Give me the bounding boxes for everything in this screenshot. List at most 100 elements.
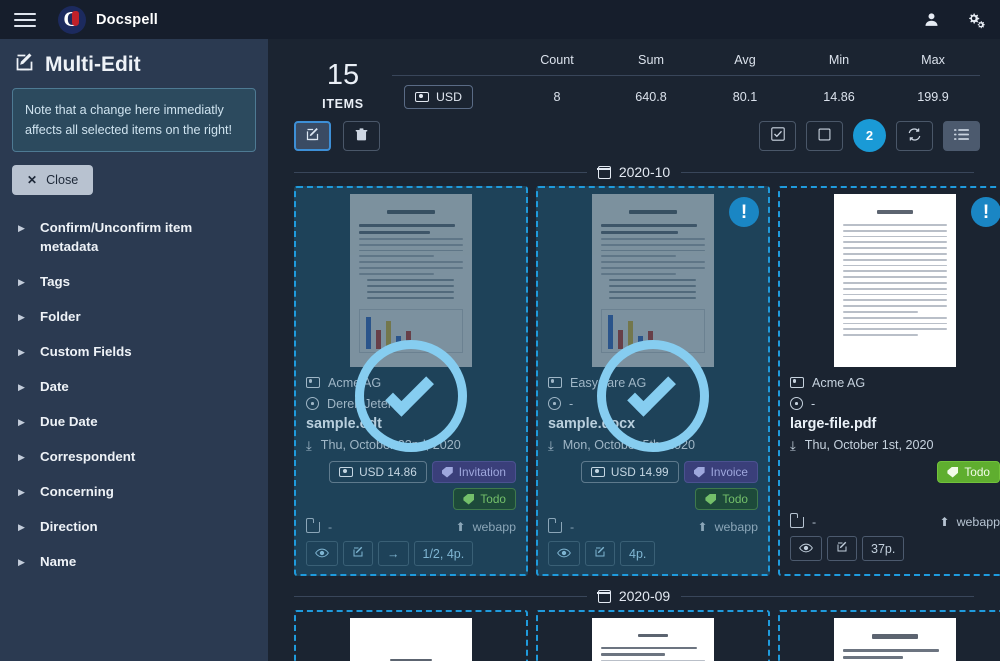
item-card[interactable]: ! EasyCare AG (536, 186, 770, 576)
item-card[interactable] (536, 610, 770, 661)
tag-todo[interactable]: Todo (695, 488, 758, 510)
folder-source-row: - ⬆ webapp (547, 517, 758, 534)
concerning-icon (306, 397, 319, 410)
calendar-icon (597, 165, 612, 179)
top-bar: C Docspell (0, 0, 1000, 39)
eye-icon (557, 547, 571, 561)
preview-button[interactable] (306, 541, 338, 566)
sidebar-item-date[interactable]: ▶ Date (0, 370, 268, 405)
sidebar-item-name[interactable]: ▶ Name (0, 545, 268, 580)
sidebar-item-label: Correspondent (40, 449, 136, 465)
folder-icon (305, 517, 320, 533)
unconfirmed-icon[interactable]: ! (971, 197, 1000, 227)
list-view-button[interactable] (943, 120, 980, 151)
edit-icon (305, 127, 320, 145)
edit-item-button[interactable] (585, 541, 615, 566)
stats-value-max: 199.9 (917, 90, 949, 104)
sidebar-item-confirm-metadata[interactable]: ▶ Confirm/Unconfirm item metadata (0, 211, 268, 265)
item-card[interactable] (778, 610, 1000, 661)
chevron-right-icon: ▶ (18, 557, 25, 568)
sidebar-item-direction[interactable]: ▶ Direction (0, 510, 268, 545)
chevron-right-icon: ▶ (18, 382, 25, 393)
sidebar-item-label: Custom Fields (40, 344, 132, 360)
gears-icon[interactable] (966, 11, 986, 29)
sidebar-item-correspondent[interactable]: ▶ Correspondent (0, 440, 268, 475)
sidebar-item-label: Due Date (40, 414, 98, 430)
item-card[interactable] (294, 610, 528, 661)
item-thumbnail[interactable] (538, 612, 768, 661)
next-attachment-button[interactable]: → (378, 541, 409, 566)
stats-header-sum: Sum (638, 53, 664, 67)
stats-value-min: 14.86 (823, 90, 855, 104)
document-preview (834, 194, 956, 367)
tag-list: Todo (790, 461, 1000, 483)
edit-icon (836, 541, 848, 556)
hamburger-icon[interactable] (14, 12, 36, 27)
preview-button[interactable] (548, 541, 580, 566)
currency-tag[interactable]: USD 14.99 (580, 461, 679, 483)
chevron-right-icon: ▶ (18, 223, 25, 234)
edit-icon (352, 546, 364, 561)
item-count-label: ITEMS (322, 97, 364, 111)
document-preview (592, 194, 714, 367)
tag-list: USD 14.99 Invoice Todo (548, 461, 758, 510)
eye-icon (315, 547, 329, 561)
delete-button[interactable] (343, 120, 380, 151)
close-button[interactable]: ✕ Close (12, 165, 94, 196)
stats-header-max: Max (921, 53, 945, 67)
sidebar-item-concerning[interactable]: ▶ Concerning (0, 475, 268, 510)
chevron-right-icon: ▶ (18, 452, 25, 463)
sidebar-title-label: Multi-Edit (45, 53, 141, 76)
checkbox-checked-icon (770, 127, 785, 144)
tag-todo[interactable]: Todo (453, 488, 516, 510)
concerning-line: - (790, 395, 1000, 412)
item-thumbnail[interactable] (296, 612, 526, 661)
page-info-button[interactable]: 37p. (862, 536, 905, 561)
preview-button[interactable] (790, 536, 822, 561)
sidebar-item-due-date[interactable]: ▶ Due Date (0, 405, 268, 440)
folder-value: - (570, 520, 575, 534)
item-thumbnail[interactable] (538, 188, 768, 452)
edit-icon (594, 546, 606, 561)
stats-value-count: 8 (553, 90, 561, 104)
user-icon[interactable] (923, 11, 940, 28)
refresh-button[interactable] (896, 120, 933, 151)
item-thumbnail[interactable] (296, 188, 526, 452)
tag-todo[interactable]: Todo (937, 461, 1000, 483)
folder-value: - (812, 515, 817, 529)
page-info-button[interactable]: 4p. (620, 541, 656, 566)
item-card[interactable]: Acme AG Derek Jeter sample.odt ⤓ Thu, Oc… (294, 186, 528, 576)
sidebar-item-folder[interactable]: ▶ Folder (0, 300, 268, 335)
selected-check-icon (355, 340, 467, 452)
tag-invitation[interactable]: Invitation (431, 461, 516, 483)
currency-tag-label: USD 14.99 (610, 465, 669, 479)
page-info-button[interactable]: 1/2, 4p. (413, 541, 474, 566)
stats-header-min: Min (828, 53, 850, 67)
item-card[interactable]: ! Acme AG (778, 186, 1000, 576)
edit-icon (14, 52, 35, 78)
download-arrow-icon: ⤓ (548, 437, 554, 453)
deselect-all-button[interactable] (806, 120, 843, 151)
folder-source-row: - ⬆ webapp (789, 512, 1000, 529)
select-all-button[interactable] (759, 120, 796, 151)
currency-tag[interactable]: USD 14.86 (329, 461, 427, 483)
correspondent-icon (548, 377, 562, 388)
stats-value-avg: 80.1 (732, 90, 758, 104)
selected-count-badge[interactable]: 2 (853, 119, 886, 152)
sidebar-item-custom-fields[interactable]: ▶ Custom Fields (0, 335, 268, 370)
download-arrow-icon: ⤓ (306, 437, 312, 453)
sidebar-item-tags[interactable]: ▶ Tags (0, 265, 268, 300)
multi-edit-menu: ▶ Confirm/Unconfirm item metadata ▶ Tags… (0, 211, 268, 580)
multi-edit-button[interactable] (294, 120, 331, 151)
card-actions: → 1/2, 4p. (296, 534, 526, 574)
edit-item-button[interactable] (827, 536, 857, 561)
tag-invoice[interactable]: Invoice (683, 461, 758, 483)
unconfirmed-icon[interactable]: ! (729, 197, 759, 227)
edit-item-button[interactable] (343, 541, 373, 566)
item-thumbnail[interactable] (780, 188, 1000, 368)
tag-label: Todo (722, 492, 748, 506)
refresh-icon (907, 127, 922, 145)
tag-icon (693, 466, 705, 478)
tag-icon (463, 493, 475, 505)
item-thumbnail[interactable] (780, 612, 1000, 661)
